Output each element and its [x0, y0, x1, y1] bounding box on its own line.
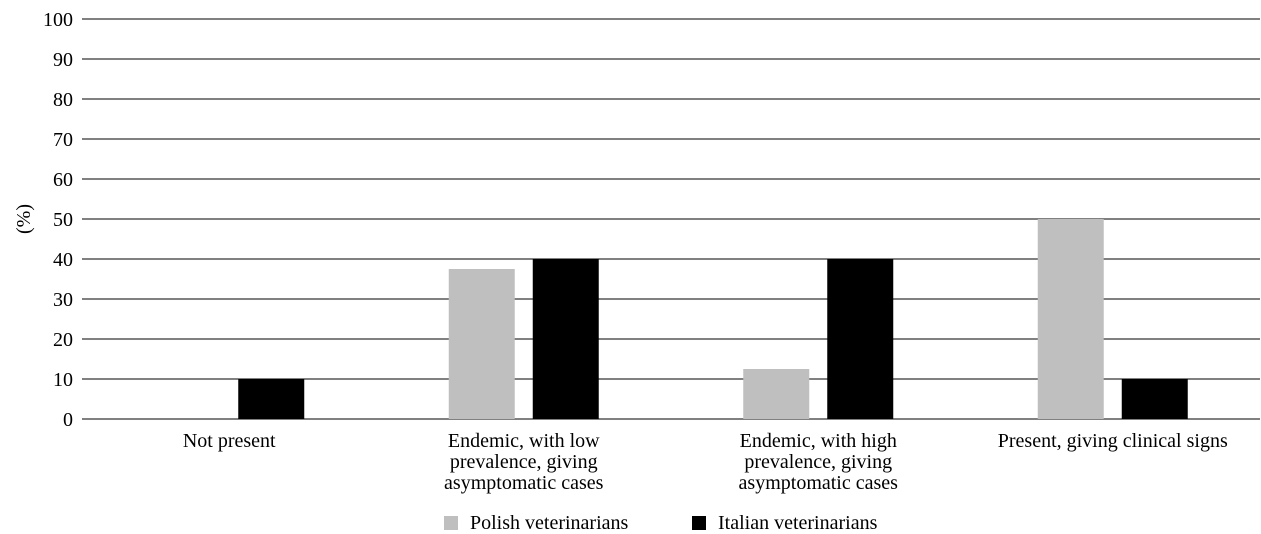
x-category-label-line: asymptomatic cases — [739, 472, 899, 494]
bar-series1-cat2 — [448, 269, 515, 419]
x-category-label: Not present — [183, 430, 276, 452]
legend-swatch — [444, 516, 458, 530]
y-tick-label: 0 — [63, 409, 73, 431]
y-tick-label: 20 — [53, 329, 73, 351]
bar-series1-cat4 — [1037, 219, 1104, 419]
bars — [238, 219, 1188, 419]
y-tick-label: 10 — [53, 369, 73, 391]
bar-series2-cat4 — [1121, 379, 1188, 419]
y-tick-label: 30 — [53, 289, 73, 311]
x-category-label-line: Not present — [183, 430, 276, 452]
x-category-label-line: Present, giving clinical signs — [998, 430, 1228, 452]
x-category-label-line: prevalence, giving — [744, 451, 892, 473]
x-category-label-line: prevalence, giving — [450, 451, 598, 473]
x-category-label-line: Endemic, with low — [448, 430, 600, 452]
y-tick-label: 70 — [53, 129, 73, 151]
legend-label: Italian veterinarians — [718, 512, 878, 534]
y-axis-label: (%) — [13, 204, 35, 234]
x-category-label: Endemic, with high prevalence, giving asym… — [739, 430, 899, 494]
y-tick-label: 40 — [53, 249, 73, 271]
y-tick-label: 50 — [53, 209, 73, 231]
y-tick-label: 90 — [53, 49, 73, 71]
bar-series2-cat3 — [827, 259, 894, 419]
legend-swatch — [692, 516, 706, 530]
x-category-label-line: asymptomatic cases — [444, 472, 604, 494]
x-category-label: Endemic, with low prevalence, giving asymp… — [444, 430, 604, 494]
bar-series1-cat3 — [743, 369, 810, 419]
y-tick-label: 60 — [53, 169, 73, 191]
x-category-label-line: Endemic, with high — [740, 430, 897, 452]
x-category-label: Present, giving clinical signs — [998, 430, 1228, 452]
y-tick-label: 80 — [53, 89, 73, 111]
bar-series2-cat2 — [532, 259, 599, 419]
x-axis-categories: Not present Endemic, with low prevalence, … — [183, 430, 1228, 494]
bar-series2-cat1 — [238, 379, 305, 419]
legend: Polish veterinarians Italian veterinarian… — [444, 512, 878, 534]
y-axis-ticks: 0 10 20 30 40 50 60 70 80 90 100 — [43, 9, 73, 431]
y-tick-label: 100 — [43, 9, 73, 31]
legend-label: Polish veterinarians — [470, 512, 629, 534]
